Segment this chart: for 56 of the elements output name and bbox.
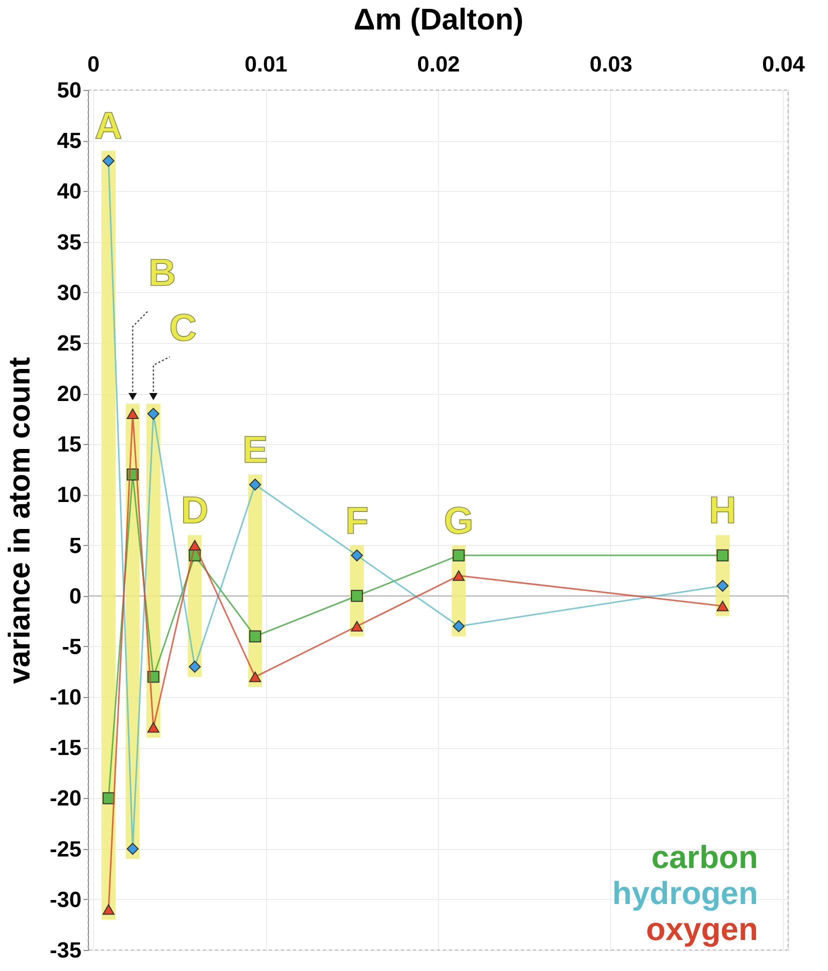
x-tick-label: 0.04 — [762, 52, 806, 76]
point — [452, 549, 465, 562]
annotation: D — [181, 490, 208, 532]
y-axis-title: variance in atom count — [4, 357, 37, 684]
y-tick-label: -25 — [50, 836, 82, 862]
y-tick-label: 35 — [57, 229, 82, 254]
y-tick-label: 50 — [57, 78, 82, 102]
point — [249, 630, 262, 642]
x-tick-label: 0.02 — [417, 52, 460, 76]
annotation: F — [345, 500, 369, 542]
text: oxygen — [646, 911, 758, 947]
y-tick-label: -30 — [50, 886, 82, 912]
point — [452, 570, 465, 581]
y-tick-label: -20 — [50, 786, 82, 811]
point — [102, 154, 114, 167]
annotation: C — [169, 308, 197, 350]
y-tick-label: -5 — [62, 634, 82, 659]
point — [126, 842, 139, 855]
y-tick-label: 20 — [57, 381, 82, 406]
annotation: A — [94, 106, 122, 148]
point — [350, 549, 363, 562]
y-tick-label: 10 — [57, 482, 82, 508]
y-tick-label: 0 — [69, 583, 82, 608]
point — [188, 540, 201, 551]
point — [249, 672, 262, 682]
y-tick-label: -35 — [50, 938, 82, 962]
y-tick-label: 5 — [69, 532, 82, 558]
y-tick-label: 30 — [57, 280, 82, 305]
point — [102, 904, 114, 915]
x-tick-label: 0 — [87, 52, 100, 76]
y-tick-label: -15 — [50, 735, 82, 760]
annotation: B — [148, 252, 176, 295]
x-tick-label: 0.01 — [244, 52, 288, 76]
point — [452, 620, 465, 632]
y-tick-label: 25 — [57, 330, 82, 356]
y-tick-label: 40 — [57, 178, 82, 204]
annotation: H — [708, 490, 736, 532]
text: hydrogen — [612, 875, 758, 911]
point — [188, 660, 201, 673]
point — [716, 600, 729, 612]
x-tick-label: 0.03 — [590, 52, 632, 76]
annotation: G — [444, 500, 474, 542]
y-tick-label: 45 — [57, 128, 82, 154]
text: carbon — [651, 839, 758, 875]
point — [350, 620, 363, 632]
y-tick-label: -10 — [50, 684, 82, 710]
point — [126, 408, 139, 420]
point — [716, 580, 729, 592]
x-axis-title: Δm (Dalton) — [354, 4, 524, 36]
point — [147, 722, 160, 733]
point — [350, 590, 363, 602]
point — [249, 478, 262, 491]
annotation: E — [242, 429, 268, 472]
point — [716, 549, 729, 562]
point — [147, 408, 160, 420]
y-tick-label: 15 — [57, 432, 82, 457]
